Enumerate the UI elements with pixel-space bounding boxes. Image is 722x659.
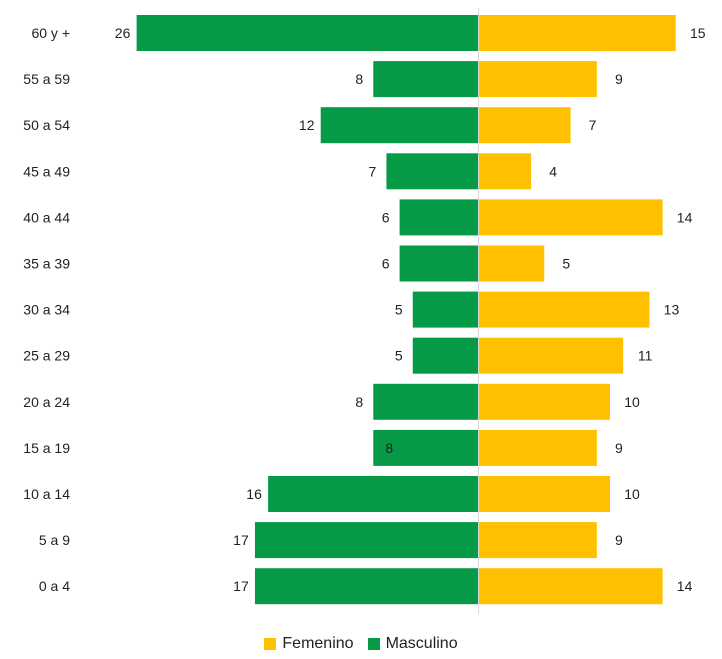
- data-label-femenino-45-a-49: 4: [549, 163, 557, 179]
- bar-masculino-60-y: [136, 15, 479, 51]
- data-label-femenino-10-a-14: 10: [624, 486, 640, 502]
- category-label-5-a-9: 5 a 9: [39, 532, 70, 548]
- bar-masculino-0-a-4: [254, 568, 479, 605]
- bar-femenino-55-a-59: [478, 61, 597, 98]
- bar-masculino-20-a-24: [373, 383, 479, 420]
- category-label-15-a-19: 15 a 19: [23, 440, 70, 456]
- legend-item-femenino: Femenino: [264, 635, 354, 653]
- data-label-masculino-20-a-24: 8: [355, 394, 363, 410]
- data-label-masculino-0-a-4: 17: [233, 578, 249, 594]
- data-label-femenino-25-a-29: 11: [638, 348, 653, 364]
- data-label-femenino-0-a-4: 14: [677, 578, 693, 594]
- bar-masculino-50-a-54: [320, 107, 479, 144]
- legend: Femenino Masculino: [0, 635, 722, 653]
- data-label-femenino-5-a-9: 9: [615, 532, 623, 548]
- bar-femenino-35-a-39: [478, 245, 545, 282]
- data-label-femenino-30-a-34: 13: [664, 302, 680, 318]
- category-label-0-a-4: 0 a 4: [39, 578, 70, 594]
- bar-masculino-25-a-29: [412, 337, 479, 374]
- data-label-femenino-35-a-39: 5: [562, 256, 570, 272]
- category-label-35-a-39: 35 a 39: [23, 256, 70, 272]
- bar-masculino-5-a-9: [254, 522, 479, 559]
- bar-masculino-30-a-34: [412, 291, 479, 328]
- bar-femenino-25-a-29: [478, 337, 624, 374]
- data-labels: 26 15 8 9 12 7 7 4 6 14 6 5 5 13 5 11 8 10 8 9 16 10 17 9 17 14: [115, 25, 706, 594]
- category-label-55-a-59: 55 a 59: [23, 71, 70, 87]
- category-label-50-a-54: 50 a 54: [23, 117, 70, 133]
- category-axis-labels: 60 y + 55 a 59 50 a 54 45 a 49 40 a 44 35 a 3…: [23, 25, 70, 594]
- data-label-masculino-55-a-59: 8: [355, 71, 363, 87]
- bar-masculino-40-a-44: [399, 199, 479, 236]
- data-label-masculino-15-a-19: 8: [385, 440, 393, 456]
- category-label-45-a-49: 45 a 49: [23, 163, 70, 179]
- bar-femenino-30-a-34: [478, 291, 650, 328]
- bar-femenino-50-a-54: [478, 107, 571, 144]
- legend-swatch-masculino: [367, 638, 380, 650]
- bar-masculino-35-a-39: [399, 245, 479, 282]
- category-label-20-a-24: 20 a 24: [23, 394, 70, 410]
- population-pyramid-chart: 60 y + 55 a 59 50 a 54 45 a 49 40 a 44 35 a 3…: [23, 8, 706, 614]
- bar-masculino-45-a-49: [386, 153, 479, 190]
- masculino-bars: [136, 15, 479, 605]
- bar-femenino-0-a-4: [478, 568, 663, 605]
- data-label-femenino-55-a-59: 9: [615, 71, 623, 87]
- bar-femenino-45-a-49: [478, 153, 532, 190]
- category-label-60-y: 60 y +: [31, 25, 70, 41]
- data-label-femenino-60-y: 15: [690, 25, 706, 41]
- bar-femenino-15-a-19: [478, 429, 597, 466]
- data-label-masculino-5-a-9: 17: [233, 532, 249, 548]
- bar-masculino-10-a-14: [268, 476, 479, 512]
- data-label-femenino-50-a-54: 7: [589, 117, 597, 133]
- category-label-25-a-29: 25 a 29: [23, 348, 70, 364]
- category-label-40-a-44: 40 a 44: [23, 209, 70, 225]
- data-label-masculino-10-a-14: 16: [246, 486, 262, 502]
- data-label-masculino-40-a-44: 6: [382, 209, 390, 225]
- bar-femenino-40-a-44: [478, 199, 663, 236]
- bar-femenino-10-a-14: [478, 476, 610, 512]
- data-label-masculino-35-a-39: 6: [382, 256, 390, 272]
- data-label-masculino-25-a-29: 5: [395, 348, 403, 364]
- femenino-bars: [478, 15, 676, 605]
- data-label-masculino-45-a-49: 7: [369, 163, 377, 179]
- data-label-masculino-30-a-34: 5: [395, 302, 403, 318]
- category-label-10-a-14: 10 a 14: [23, 486, 70, 502]
- data-label-femenino-20-a-24: 10: [624, 394, 640, 410]
- legend-label-femenino: Femenino: [282, 635, 354, 652]
- category-label-30-a-34: 30 a 34: [23, 302, 70, 318]
- bar-femenino-5-a-9: [478, 522, 597, 559]
- legend-swatch-femenino: [264, 638, 277, 650]
- legend-item-masculino: Masculino: [367, 635, 458, 653]
- bar-femenino-60-y: [478, 15, 676, 51]
- bar-masculino-15-a-19: [373, 429, 479, 466]
- data-label-masculino-50-a-54: 12: [299, 117, 315, 133]
- data-label-femenino-15-a-19: 9: [615, 440, 623, 456]
- bar-femenino-20-a-24: [478, 383, 610, 420]
- bar-masculino-55-a-59: [373, 61, 479, 98]
- legend-label-masculino: Masculino: [385, 635, 458, 652]
- data-label-femenino-40-a-44: 14: [677, 209, 693, 225]
- data-label-masculino-60-y: 26: [115, 25, 131, 41]
